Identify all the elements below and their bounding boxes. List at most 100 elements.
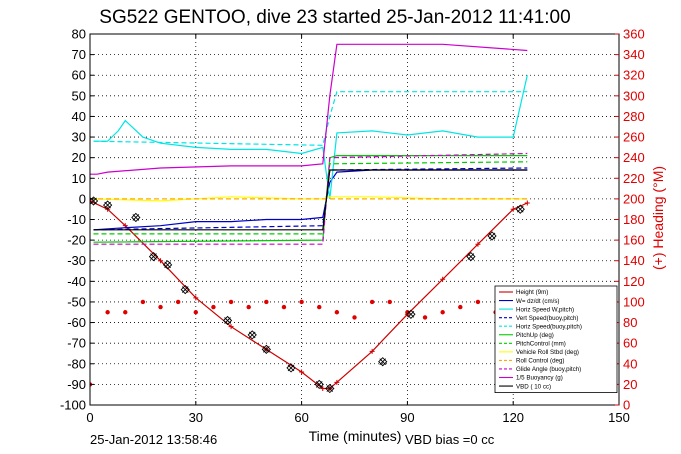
y2-axis-label: (+) Heading (°M) [650,166,666,270]
y2-tick-label: 360 [623,27,645,42]
y-tick-label: -20 [67,233,86,248]
y-tick-label: 30 [72,130,86,145]
heading-point [105,310,110,315]
y-tick-label: 70 [72,47,86,62]
heading-point [246,304,251,310]
chart-title: SG522 GENTOO, dive 23 started 25-Jan-201… [99,7,570,28]
vbd-marker [487,231,497,241]
y2-tick-label: 200 [623,191,645,206]
x-tick-label: 120 [502,410,524,425]
y2-tick-label: 280 [623,109,645,124]
y-tick-label: 10 [72,171,86,186]
vbd-marker [378,357,388,367]
height-point [299,369,305,375]
vbd-marker [286,363,296,373]
vbd-marker [247,330,257,340]
legend-label: Vehicle Roll Stbd (deg) [516,349,579,356]
y-tick-label: -80 [67,356,86,371]
y-tick-label: 50 [72,88,86,103]
x-tick-label: 0 [86,410,93,425]
y2-tick-label: 260 [623,130,645,145]
heading-point [158,304,163,310]
heading-point [440,310,445,315]
heading-point [193,310,198,315]
y-tick-label: 80 [72,27,86,42]
y2-tick-label: 320 [623,68,645,83]
y2-tick-label: 60 [623,336,637,351]
legend-label: Height (9m) [516,289,548,296]
y2-tick-label: 100 [623,294,645,309]
x-tick-label: 60 [294,410,308,425]
y-tick-label: 40 [72,109,86,124]
heading-point [264,299,269,305]
heading-point [228,299,234,305]
heading-point [299,299,304,305]
x-axis-label: Time (minutes) [309,428,402,444]
vbd-marker [102,200,113,210]
height-point [158,258,164,264]
legend-label: Roll Control (deg) [516,358,565,365]
vbd-bias-footer: VBD bias =0 cc [405,432,495,447]
y2-tick-label: 80 [623,315,637,330]
legend-label: VBD ( 10 cc) [516,383,551,390]
heading-point [211,304,216,310]
series-line-6 [93,161,528,235]
vbd-marker [466,251,476,262]
height-point [334,379,340,385]
height-point [90,198,93,204]
timestamp-footer: 25-Jan-2012 13:58:46 [90,432,217,447]
y-tick-label: -100 [60,398,86,413]
y-tick-label: 0 [79,191,86,206]
height-point [475,241,481,247]
heading-point [475,299,481,305]
y2-tick-label: 120 [623,274,645,289]
legend: Height (9m) W= dz/dt (cm/s)Horiz Speed W,… [494,285,618,393]
legend-label: Horiz Speed W,pitch) [516,306,574,313]
vbd-marker [148,251,159,262]
heading-point [140,299,146,305]
vbd-marker [222,315,233,326]
vbd-marker [162,260,173,270]
x-tick-label: 90 [400,410,414,425]
series-line-1 [93,169,528,231]
y-tick-label: 20 [72,150,86,165]
heading-point [123,310,128,315]
series-line-11 [93,169,528,231]
heading-point [387,299,392,305]
legend-label: Glide Angle (buoy,pitch) [516,366,581,373]
y2-tick-label: 220 [623,171,645,186]
series-line-10 [90,43,528,175]
y2-tick-label: 340 [623,47,645,62]
y2-tick-label: 0 [623,398,630,413]
vbd-marker [325,383,335,394]
vbd-marker [180,284,190,295]
vbd-marker [515,204,525,214]
y2-tick-label: 20 [623,377,637,392]
legend-box [494,285,618,393]
axes: 0 30 60 90 120 150-100-90-80-70-60-50-40-30-2… [60,27,645,426]
legend-label: Vert Speed(buoy,pitch) [516,315,578,322]
heading-point [334,310,340,315]
legend-label: PitchControl (mm) [516,341,566,348]
heading-point [458,304,463,310]
height-point [193,295,199,301]
heading-point [369,299,375,305]
height-point [320,386,326,392]
height-point [440,276,446,282]
y-tick-label: -70 [67,336,86,351]
y2-tick-label: 160 [623,233,645,248]
series-line-4 [93,91,528,146]
height-point [228,324,234,330]
x-tick-label: 30 [189,410,203,425]
x-tick-label: 150 [608,410,630,425]
y-tick-label: -90 [67,377,86,392]
y-tick-label: -50 [67,294,86,309]
plot-area [90,34,619,405]
y2-tick-label: 40 [623,356,637,371]
heading-point [317,304,322,310]
y2-tick-label: 300 [623,88,645,103]
vbd-marker [261,344,271,354]
y-tick-label: -30 [67,253,86,268]
legend-label: PitchUp (deg) [516,332,554,339]
